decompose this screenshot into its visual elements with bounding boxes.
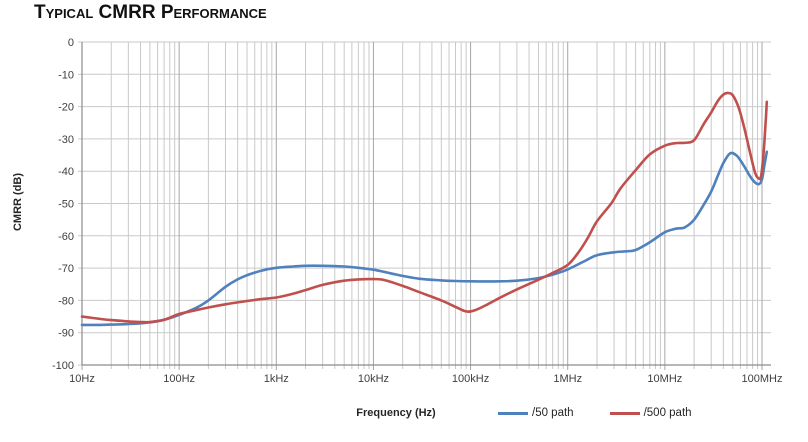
x-axis-title: Frequency (Hz) — [356, 407, 436, 419]
legend-item-50-path: /50 path — [498, 407, 574, 419]
y-tick-label: -80 — [58, 295, 74, 307]
y-tick-labels: 0 -10 -20 -30 -40 -50 -60 -70 -80 -90 -100 — [52, 37, 74, 372]
x-tick-label: 10kHz — [358, 373, 389, 385]
legend: /50 path /500 path — [498, 403, 718, 423]
chart-title: Typical CMRR Performance — [34, 2, 267, 23]
y-tick-label: -100 — [52, 360, 74, 372]
x-tick-label: 100Hz — [163, 373, 195, 385]
x-tick-label: 1kHz — [264, 373, 289, 385]
x-tick-label: 100MHz — [742, 373, 783, 385]
x-tick-labels: 10Hz 100Hz 1kHz 10kHz 100kHz 1MHz 10MHz 100MHz — [69, 373, 782, 385]
y-tick-label: -30 — [58, 134, 74, 146]
legend-label-500-path: /500 path — [643, 407, 692, 419]
series-line-50-path — [80, 150, 769, 327]
legend-line-sample-blue-icon — [498, 411, 528, 415]
legend-item-500-path: /500 path — [609, 407, 692, 419]
y-tick-label: -70 — [58, 263, 74, 275]
x-tick-label: 1MHz — [553, 373, 582, 385]
y-tick-label: -10 — [58, 69, 74, 81]
y-tick-label: -90 — [58, 328, 74, 340]
axes — [81, 42, 771, 366]
legend-line-sample-red-icon — [609, 411, 640, 415]
y-tick-label: -50 — [58, 199, 74, 211]
x-tick-label: 100kHz — [452, 373, 489, 385]
legend-label-50-path: /50 path — [532, 407, 574, 419]
minor-gridlines — [110, 42, 759, 369]
x-tick-label: 10MHz — [647, 373, 682, 385]
horizontal-gridlines — [78, 41, 771, 366]
y-tick-label: 0 — [68, 37, 74, 49]
x-tick-label: 10Hz — [69, 373, 95, 385]
y-tick-label: -60 — [58, 231, 74, 243]
y-tick-label: -20 — [58, 102, 74, 114]
y-tick-label: -40 — [58, 166, 74, 178]
series-line-500-path — [80, 91, 769, 324]
